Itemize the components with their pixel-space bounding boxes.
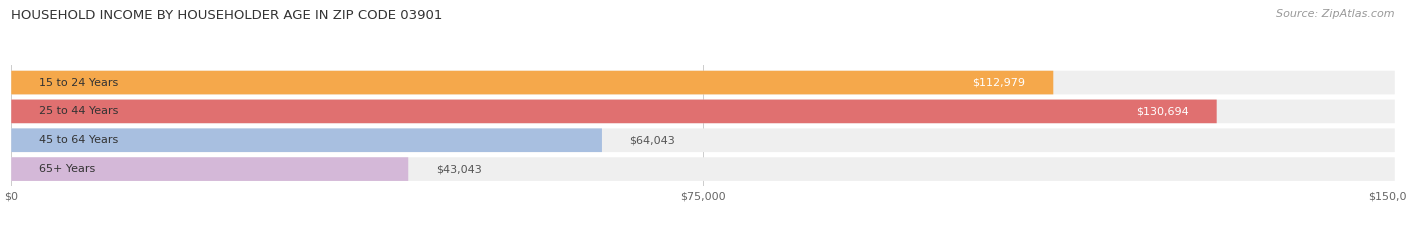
Text: $130,694: $130,694	[1136, 106, 1189, 116]
FancyBboxPatch shape	[11, 128, 1395, 152]
FancyBboxPatch shape	[11, 99, 1395, 123]
Text: 25 to 44 Years: 25 to 44 Years	[39, 106, 118, 116]
FancyBboxPatch shape	[11, 71, 1053, 94]
FancyBboxPatch shape	[11, 71, 1395, 94]
Text: $43,043: $43,043	[436, 164, 482, 174]
Text: Source: ZipAtlas.com: Source: ZipAtlas.com	[1277, 9, 1395, 19]
FancyBboxPatch shape	[11, 99, 1216, 123]
FancyBboxPatch shape	[11, 157, 408, 181]
Text: HOUSEHOLD INCOME BY HOUSEHOLDER AGE IN ZIP CODE 03901: HOUSEHOLD INCOME BY HOUSEHOLDER AGE IN Z…	[11, 9, 443, 22]
Text: $112,979: $112,979	[973, 78, 1025, 88]
Text: $64,043: $64,043	[630, 135, 675, 145]
FancyBboxPatch shape	[11, 157, 1395, 181]
Text: 45 to 64 Years: 45 to 64 Years	[39, 135, 118, 145]
FancyBboxPatch shape	[11, 128, 602, 152]
Text: 15 to 24 Years: 15 to 24 Years	[39, 78, 118, 88]
Text: 65+ Years: 65+ Years	[39, 164, 96, 174]
